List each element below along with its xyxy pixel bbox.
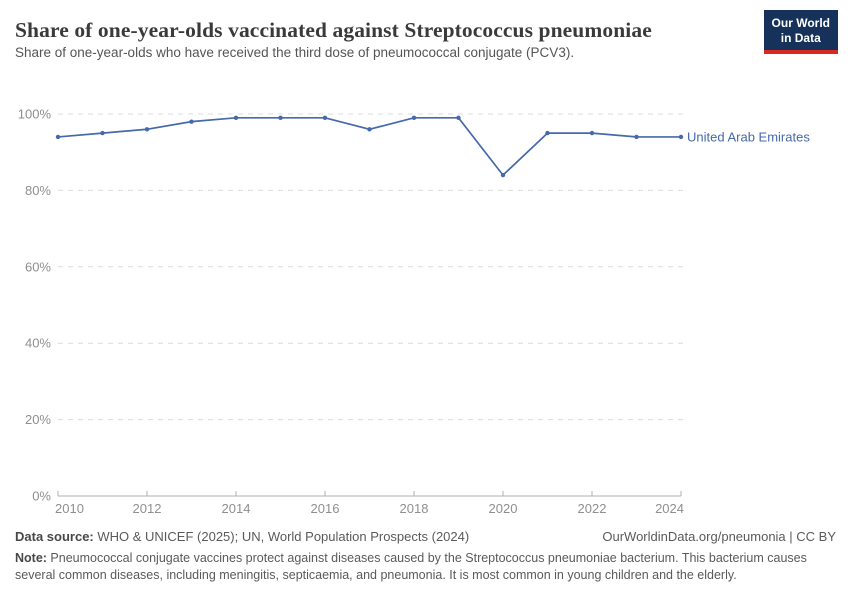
x-axis-tick-label: 2014 — [222, 501, 251, 516]
owid-license-link[interactable]: OurWorldinData.org/pneumonia | CC BY — [602, 529, 836, 544]
y-axis-tick-label: 60% — [25, 259, 51, 274]
data-point-marker — [278, 115, 283, 121]
data-point-marker — [100, 130, 105, 136]
x-axis-tick-label: 2024 — [655, 501, 684, 516]
data-point-marker — [411, 115, 417, 121]
series-label: United Arab Emirates — [687, 129, 810, 144]
x-axis-tick-label: 2018 — [400, 501, 429, 516]
owid-logo-line1: Our World — [771, 16, 830, 30]
source-row: Data source: WHO & UNICEF (2025); UN, Wo… — [15, 529, 836, 545]
x-axis-tick-label: 2020 — [489, 501, 518, 516]
data-point-marker — [589, 130, 595, 136]
chart-header: Share of one-year-olds vaccinated agains… — [15, 10, 838, 62]
owid-logo-line2: in Data — [780, 31, 821, 45]
data-point-marker — [367, 127, 372, 132]
data-source-text: WHO & UNICEF (2025); UN, World Populatio… — [93, 529, 470, 544]
y-axis-tick-label: 20% — [25, 412, 51, 427]
x-axis-tick-label: 2012 — [133, 501, 162, 516]
data-point-marker — [545, 130, 550, 136]
y-axis-tick-label: 80% — [25, 183, 51, 198]
note-label: Note: — [15, 551, 47, 565]
page-title: Share of one-year-olds vaccinated agains… — [15, 18, 652, 42]
data-point-marker — [634, 134, 639, 140]
x-axis-tick-label: 2016 — [311, 501, 340, 516]
x-axis-tick-label: 2022 — [578, 501, 607, 516]
data-source: Data source: WHO & UNICEF (2025); UN, Wo… — [15, 529, 469, 545]
y-axis-tick-label: 0% — [32, 489, 51, 504]
data-point-marker — [144, 127, 150, 132]
series-line — [57, 116, 682, 176]
data-point-marker — [678, 134, 684, 140]
data-point-marker — [500, 172, 506, 178]
data-source-label: Data source: — [15, 529, 94, 544]
owid-logo: Our World in Data — [763, 10, 838, 54]
data-point-marker — [55, 134, 61, 140]
chart-footer: Data source: WHO & UNICEF (2025); UN, Wo… — [15, 529, 836, 584]
y-axis-tick-label: 40% — [25, 336, 51, 351]
x-axis-tick-label: 2010 — [55, 501, 84, 516]
data-point-marker — [456, 115, 461, 121]
data-point-marker — [189, 119, 194, 124]
note-text: Pneumococcal conjugate vaccines protect … — [15, 551, 807, 582]
chart-note: Note: Pneumococcal conjugate vaccines pr… — [15, 550, 836, 584]
data-point-marker — [322, 115, 328, 121]
chart-subtitle: Share of one-year-olds who have received… — [15, 45, 575, 60]
y-axis-tick-label: 100% — [18, 107, 52, 122]
data-point-marker — [233, 115, 239, 121]
